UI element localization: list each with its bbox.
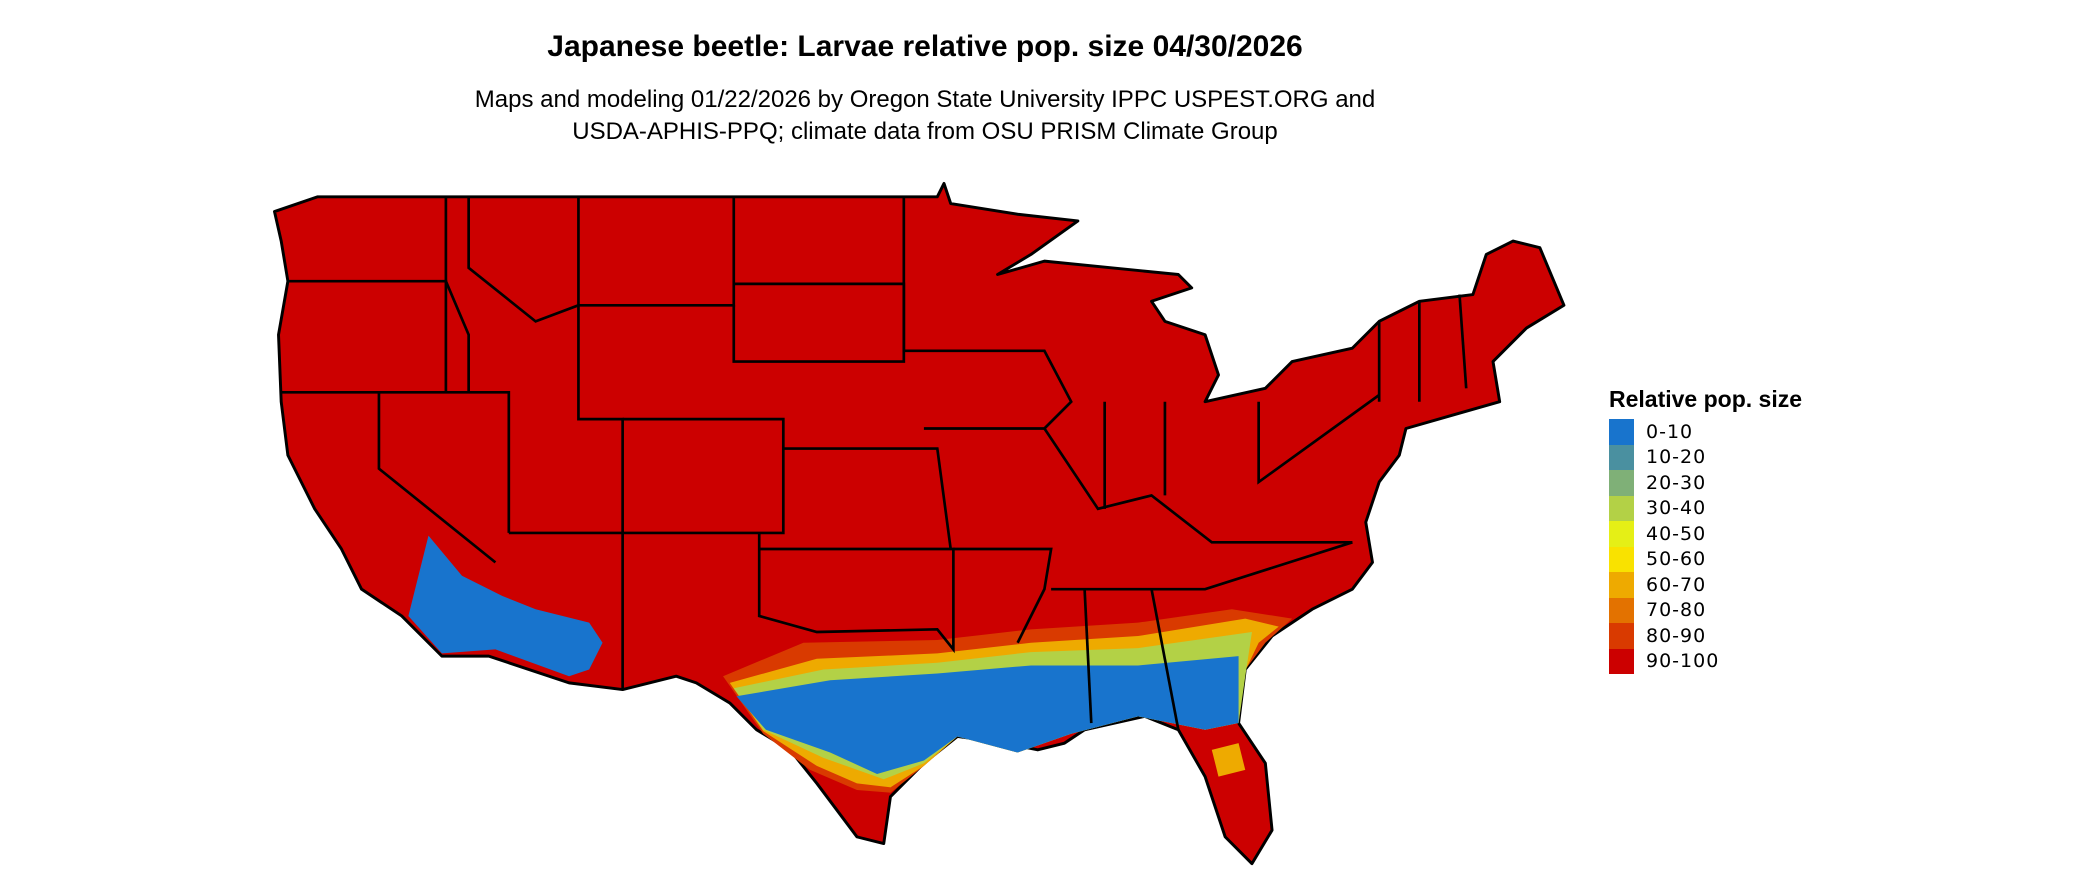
legend-item: 20-30 — [1609, 470, 1802, 496]
state-borders — [281, 196, 1468, 731]
subtitle-line-2: USDA-APHIS-PPQ; climate data from OSU PR… — [572, 118, 1278, 145]
legend-label: 0-10 — [1646, 420, 1694, 443]
legend-swatch — [1609, 444, 1634, 470]
legend-label: 40-50 — [1646, 522, 1707, 545]
legend-swatch — [1609, 546, 1634, 572]
legend-swatch — [1609, 419, 1634, 445]
legend-label: 10-20 — [1646, 446, 1707, 469]
map-title: Japanese beetle: Larvae relative pop. si… — [547, 30, 1303, 63]
legend-item: 40-50 — [1609, 521, 1802, 547]
legend-label: 20-30 — [1646, 471, 1707, 494]
legend-item: 70-80 — [1609, 597, 1802, 623]
legend-item: 30-40 — [1609, 495, 1802, 521]
legend-swatch — [1609, 597, 1634, 623]
low-population-zone — [408, 535, 1293, 793]
legend-item: 60-70 — [1609, 572, 1802, 598]
legend-swatch — [1609, 623, 1634, 649]
legend-item: 90-100 — [1609, 648, 1802, 674]
legend-swatch — [1609, 495, 1634, 521]
legend-label: 30-40 — [1646, 497, 1707, 520]
legend-swatch — [1609, 470, 1634, 496]
legend: Relative pop. size 0-10 10-20 20-30 30-40 40… — [1609, 386, 1802, 674]
legend-item: 80-90 — [1609, 623, 1802, 649]
legend-swatch — [1609, 572, 1634, 598]
legend-label: 70-80 — [1646, 599, 1707, 622]
legend-title: Relative pop. size — [1609, 386, 1803, 412]
legend-label: 60-70 — [1646, 573, 1707, 596]
map-subtitle: Maps and modeling 01/22/2026 by Oregon S… — [0, 84, 1850, 148]
legend-label: 80-90 — [1646, 624, 1707, 647]
legend-item: 0-10 — [1609, 419, 1802, 445]
legend-items: 0-10 10-20 20-30 30-40 40-50 50-60 60-70 70-80 8… — [1609, 419, 1802, 674]
legend-item: 50-60 — [1609, 546, 1802, 572]
subtitle-line-1: Maps and modeling 01/22/2026 by Oregon S… — [474, 86, 1376, 113]
legend-swatch — [1609, 648, 1634, 674]
legend-label: 50-60 — [1646, 548, 1707, 571]
legend-item: 10-20 — [1609, 444, 1802, 470]
legend-swatch — [1609, 521, 1634, 547]
legend-label: 90-100 — [1646, 650, 1720, 673]
